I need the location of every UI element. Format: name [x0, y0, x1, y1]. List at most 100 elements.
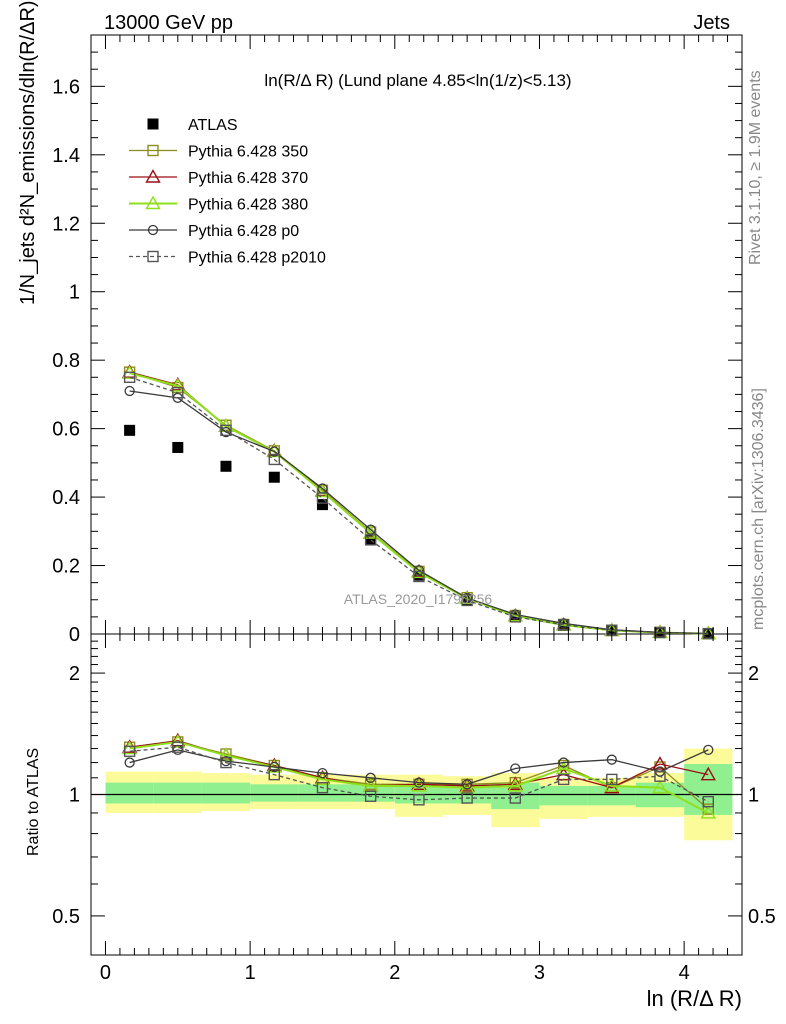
data-point-p2010 [172, 386, 184, 399]
data-point-p0 [365, 524, 376, 535]
y-tick-label: 0.8 [52, 350, 80, 372]
data-point-p2010 [461, 594, 473, 607]
data-point-p0 [413, 565, 425, 576]
y-axis-title: 1/N_jets d²N_emissions/dln(R/ΔR) dln(1/z… [17, 0, 39, 305]
y-tick-label: 0.4 [52, 487, 80, 509]
y-tick-label: 1.2 [52, 213, 80, 235]
ratio-point-p0 [461, 779, 473, 790]
y-tick-label: 0.2 [52, 556, 80, 578]
ratio-band-inner [539, 785, 588, 806]
ratio-point-p380 [652, 779, 668, 794]
ratio-point-p2010 [316, 781, 329, 794]
ratio-line-p0 [129, 749, 709, 785]
ratio-band-inner [587, 785, 636, 806]
legend-marker-p380 [145, 195, 161, 210]
jets-label: Jets [693, 12, 730, 34]
analysis-watermark: ATLAS_2020_I1790256 [344, 591, 493, 607]
ratio-point-p0 [365, 772, 376, 783]
ratio-point-p0 [606, 754, 617, 765]
ratio-tick-label: 2 [69, 663, 80, 685]
ratio-point-p2010 [461, 792, 473, 804]
legend-marker-p350 [147, 144, 159, 157]
ratio-point-p380 [170, 734, 186, 748]
ratio-point-p370 [411, 776, 427, 790]
ratio-tick-label: 1 [748, 785, 759, 807]
x-tick-label: 4 [679, 962, 690, 984]
data-point-p380 [459, 590, 475, 605]
data-point-atlas [220, 460, 232, 472]
collision-label: 13000 GeV pp [104, 12, 233, 34]
y-tick-label: 0.6 [52, 419, 80, 441]
legend-label-p380: Pythia 6.428 380 [188, 197, 308, 214]
legend-label-p370: Pythia 6.428 370 [188, 170, 308, 187]
ratio-point-p2010 [654, 770, 666, 782]
data-point-p2010 [509, 611, 522, 623]
ratio-point-p2010 [268, 768, 280, 781]
ratio-point-p0 [124, 757, 135, 768]
data-point-p0 [124, 385, 135, 397]
ratio-point-p370 [266, 757, 282, 772]
data-point-atlas [365, 534, 377, 546]
ratio-line-p380 [129, 740, 709, 814]
plot-title: ln(R/Δ R) (Lund plane 4.85<ln(1/z)<5.13) [264, 71, 571, 90]
data-point-p2010 [123, 371, 136, 383]
data-point-p2010 [316, 492, 329, 504]
ratio-point-p380 [314, 771, 331, 786]
ratio-point-p2010 [220, 756, 232, 769]
ratio-band-inner [201, 782, 251, 804]
ratio-point-p380 [604, 778, 620, 792]
ratio-tick-label: 0.5 [748, 906, 776, 928]
ratio-point-p2010 [606, 773, 618, 786]
ratio-band-inner [153, 782, 202, 804]
ratio-bands [91, 748, 742, 841]
ratio-point-p370 [459, 778, 475, 792]
data-point-atlas [124, 424, 136, 436]
x-tick-label: 0 [100, 962, 111, 984]
ratio-point-p380 [700, 805, 716, 819]
legend-label-p0: Pythia 6.428 p0 [188, 223, 299, 240]
ratio-axis-title: Ratio to ATLAS [25, 748, 42, 856]
data-point-atlas [268, 471, 280, 483]
ratio-point-p380 [555, 760, 572, 775]
ratio-point-p350 [702, 803, 714, 815]
ratio-point-p0 [703, 744, 714, 756]
data-point-p2010 [413, 570, 425, 583]
data-point-p0 [269, 446, 280, 457]
ratio-point-p370 [652, 756, 668, 770]
ratio-point-p350 [557, 759, 570, 772]
ratio-series [121, 732, 716, 819]
ratio-point-p370 [507, 776, 524, 790]
data-point-p2010 [557, 619, 570, 631]
ratio-tick-label: 1 [69, 785, 80, 807]
ratio-point-p0 [269, 761, 280, 773]
data-point-atlas [172, 441, 184, 453]
x-axis-title: ln (R/Δ R) [647, 986, 742, 1011]
ratio-point-p380 [218, 747, 234, 762]
ratio-point-p2010 [702, 795, 714, 808]
rivet-version-label: Rivet 3.1.10, ≥ 1.9M events [747, 70, 764, 265]
legend-marker-p0 [147, 224, 159, 236]
ratio-point-p0 [317, 767, 328, 779]
data-point-atlas [316, 499, 328, 511]
legend-label-p2010: Pythia 6.428 p2010 [188, 250, 326, 267]
x-tick-label: 2 [389, 962, 400, 984]
ratio-band-inner [105, 782, 154, 804]
ratio-point-p2010 [123, 745, 136, 757]
ratio-point-p380 [121, 740, 138, 755]
ratio-point-p380 [507, 778, 524, 792]
data-point-p380 [170, 377, 186, 392]
x-tick-label: 3 [534, 962, 545, 984]
ratio-band-inner [250, 784, 299, 802]
ratio-point-p2010 [557, 773, 570, 786]
mcplots-credit: mcplots.cern.ch [arXiv:1306.3436] [750, 388, 767, 630]
y-tick-label: 0 [69, 624, 80, 646]
ratio-point-p2010 [413, 794, 425, 806]
y-tick-label: 1.4 [52, 145, 80, 167]
legend-marker-atlas [147, 118, 159, 130]
ratio-point-p370 [700, 766, 716, 781]
legend-label-atlas: ATLAS [188, 117, 238, 134]
y-tick-label: 1.6 [52, 76, 80, 98]
x-tick-label: 1 [245, 962, 256, 984]
legend-marker-p370 [145, 169, 161, 183]
